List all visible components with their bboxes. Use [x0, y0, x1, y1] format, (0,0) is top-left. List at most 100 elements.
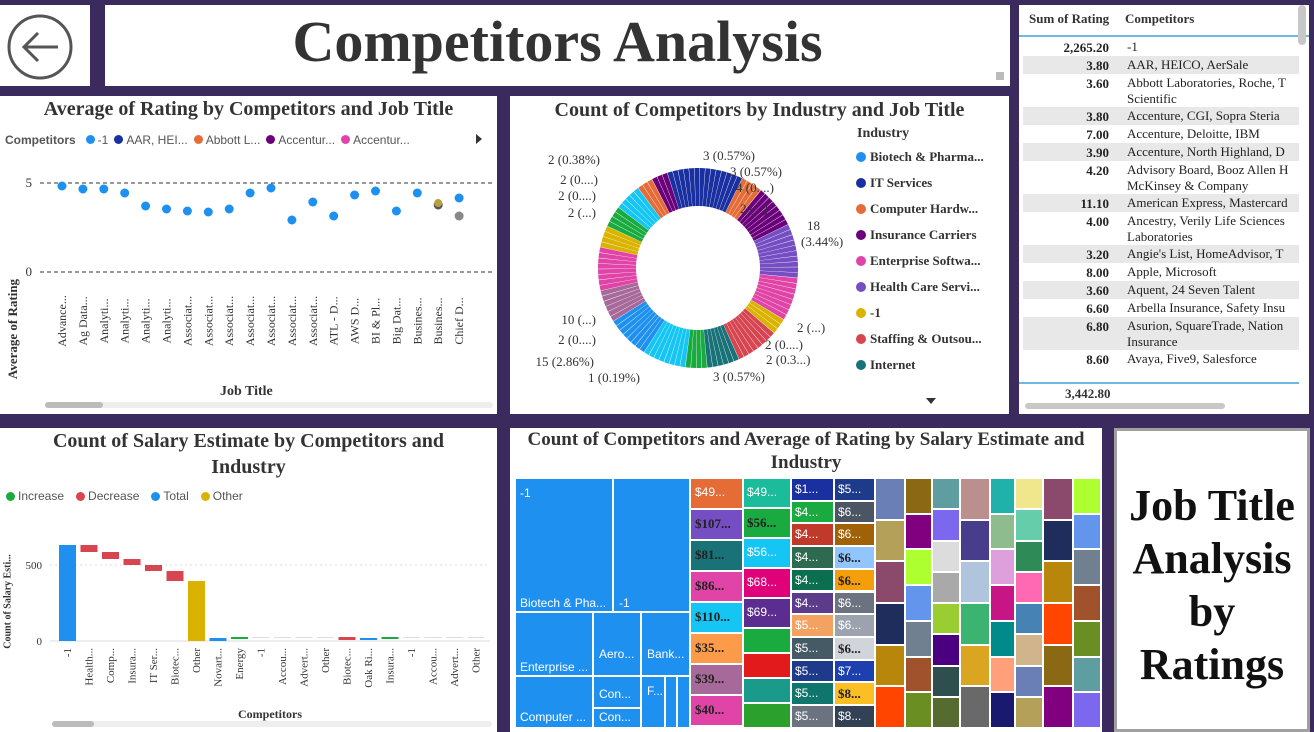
donut-slice[interactable] [598, 268, 637, 275]
treemap-block[interactable] [665, 676, 677, 728]
treemap-block[interactable] [515, 676, 593, 728]
waterfall-bar[interactable] [166, 571, 184, 581]
table-row[interactable]: 8.00 Apple, Microsoft [1023, 263, 1299, 281]
donut-slice[interactable] [713, 327, 729, 365]
waterfall-scrollbar[interactable] [52, 721, 492, 727]
treemap-cell[interactable] [834, 591, 875, 615]
treemap-cell[interactable] [791, 636, 834, 660]
treemap-cell[interactable] [990, 656, 1015, 693]
donut-slice[interactable] [725, 178, 747, 214]
donut-slice[interactable] [639, 318, 665, 353]
treemap-cell[interactable] [834, 659, 875, 683]
table-row[interactable]: 3.60 Aquent, 24 Seven Talent [1023, 281, 1299, 299]
waterfall-scrollbar-thumb[interactable] [52, 721, 94, 727]
donut-slice[interactable] [652, 176, 673, 213]
donut-slice[interactable] [706, 168, 716, 208]
treemap-cell[interactable] [1015, 665, 1043, 697]
donut-slice[interactable] [607, 221, 644, 242]
treemap-block[interactable] [641, 612, 690, 676]
donut-slice[interactable] [599, 278, 638, 291]
data-point[interactable] [454, 211, 464, 221]
donut-slice[interactable] [751, 297, 787, 320]
waterfall-bar[interactable] [446, 637, 463, 638]
legend-item[interactable]: Other [212, 489, 243, 503]
donut-slice[interactable] [598, 272, 637, 280]
donut-slice[interactable] [608, 295, 644, 317]
waterfall-bar[interactable] [102, 552, 119, 559]
treemap-cell[interactable] [1015, 603, 1043, 635]
treemap-cell[interactable] [743, 598, 791, 628]
donut-slice[interactable] [622, 199, 654, 228]
donut-slice[interactable] [703, 329, 713, 368]
donut-slice[interactable] [757, 281, 796, 295]
donut-slice[interactable] [603, 231, 641, 249]
treemap-cell[interactable] [1073, 620, 1101, 657]
legend-item[interactable]: Abbott L... [205, 133, 261, 147]
treemap-cell[interactable] [990, 513, 1015, 550]
donut-slice[interactable] [680, 328, 690, 368]
treemap-cell[interactable] [1015, 634, 1043, 666]
treemap-cell[interactable] [990, 478, 1015, 514]
arrow-left-circle-icon[interactable] [0, 5, 90, 86]
donut-slice[interactable] [690, 329, 697, 368]
legend-item[interactable]: AAR, HEI... [126, 133, 188, 147]
donut-slice[interactable] [749, 300, 784, 324]
donut-slice[interactable] [700, 329, 708, 368]
treemap-cell[interactable] [690, 571, 743, 602]
donut-slice[interactable] [742, 197, 773, 227]
data-point[interactable] [350, 190, 360, 200]
donut-slice[interactable] [600, 241, 639, 255]
waterfall-bar[interactable] [145, 565, 162, 571]
treemap-cell[interactable] [1073, 585, 1101, 621]
donut-slice[interactable] [732, 317, 758, 352]
donut-slice[interactable] [759, 274, 798, 284]
waterfall-bar[interactable] [295, 637, 313, 638]
donut-slice[interactable] [625, 195, 656, 226]
treemap-cell[interactable] [875, 644, 905, 687]
data-point[interactable] [434, 199, 443, 207]
waterfall-bar[interactable] [59, 545, 76, 641]
treemap-cell[interactable] [743, 678, 791, 703]
legend-item[interactable]: -1 [856, 305, 881, 321]
donut-slice[interactable] [601, 236, 640, 252]
waterfall-bar[interactable] [252, 637, 270, 638]
data-point[interactable] [78, 184, 88, 194]
donut-slice[interactable] [756, 234, 794, 251]
treemap-block[interactable] [641, 676, 665, 728]
data-point[interactable] [99, 184, 109, 194]
treemap-block[interactable] [515, 612, 593, 676]
treemap-cell[interactable] [791, 659, 834, 683]
treemap-cell[interactable] [932, 509, 960, 541]
treemap-cell[interactable] [905, 585, 932, 621]
table-row[interactable]: 3.60 Abbott Laboratories, Roche, T Scienti… [1023, 74, 1299, 107]
donut-slice[interactable] [699, 168, 706, 207]
legend-scroll-down-icon[interactable] [926, 398, 936, 404]
donut-slice[interactable] [664, 326, 680, 364]
data-point[interactable] [182, 206, 192, 216]
data-point[interactable] [329, 211, 339, 221]
treemap-cell[interactable] [905, 513, 932, 550]
donut-slice[interactable] [605, 292, 643, 312]
legend-next-icon[interactable] [476, 134, 482, 144]
treemap-block[interactable] [613, 478, 690, 612]
donut-slice[interactable] [629, 191, 659, 223]
treemap-cell[interactable] [990, 692, 1015, 728]
legend-item[interactable]: Staffing & Outsou... [856, 331, 982, 347]
data-point[interactable] [308, 197, 318, 207]
legend-item[interactable]: Internet [856, 357, 916, 373]
waterfall-bar[interactable] [209, 638, 227, 641]
donut-slice[interactable] [603, 288, 641, 307]
treemap-cell[interactable] [932, 571, 960, 603]
donut-slice[interactable] [602, 285, 640, 302]
treemap-cell[interactable] [690, 633, 743, 664]
donut-slice[interactable] [667, 171, 683, 209]
waterfall-bar[interactable] [317, 637, 334, 638]
donut-slice[interactable] [674, 328, 687, 367]
donut-slice[interactable] [598, 252, 637, 262]
waterfall-bar[interactable] [231, 637, 248, 639]
treemap-cell[interactable] [791, 614, 834, 637]
donut-slice[interactable] [638, 184, 664, 219]
legend-item[interactable]: Total [163, 489, 189, 503]
legend-item[interactable]: Accentur... [278, 133, 336, 147]
donut-slice[interactable] [746, 205, 780, 233]
